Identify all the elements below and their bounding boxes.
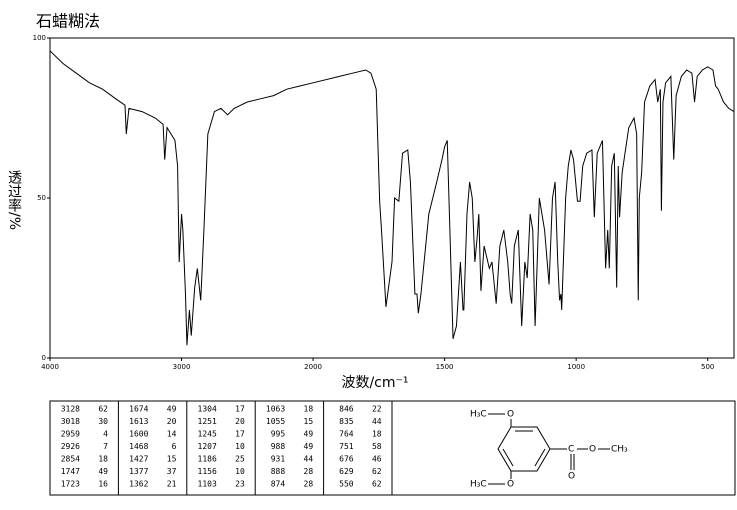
y-tick-label: 50 [37, 194, 46, 202]
peak-transmittance: 17 [235, 430, 245, 439]
peak-transmittance: 62 [98, 405, 108, 414]
ring-double-bond [502, 448, 514, 467]
x-tick-label: 4000 [41, 363, 59, 371]
peak-transmittance: 58 [372, 442, 382, 451]
peak-wavenumber: 874 [271, 480, 286, 489]
atom-label: O [568, 472, 575, 482]
peak-transmittance: 21 [167, 480, 177, 489]
peak-transmittance: 28 [304, 480, 314, 489]
peak-wavenumber: 1304 [198, 405, 217, 414]
peak-wavenumber: 1600 [129, 430, 148, 439]
structure-bonds [488, 413, 610, 485]
peak-wavenumber: 1156 [198, 467, 217, 476]
peak-wavenumber: 3018 [61, 417, 80, 426]
peak-transmittance: 22 [372, 405, 382, 414]
peak-wavenumber: 550 [339, 480, 354, 489]
peak-transmittance: 15 [167, 455, 177, 464]
peak-wavenumber: 1674 [129, 405, 148, 414]
peak-wavenumber: 2854 [61, 455, 80, 464]
peak-wavenumber: 1362 [129, 480, 148, 489]
peak-transmittance: 44 [372, 417, 382, 426]
peak-wavenumber: 1063 [266, 405, 285, 414]
peak-transmittance: 62 [372, 467, 382, 476]
peak-wavenumber: 1468 [129, 442, 148, 451]
peak-wavenumber: 3128 [61, 405, 80, 414]
peak-transmittance: 25 [235, 455, 245, 464]
peak-wavenumber: 1251 [198, 417, 217, 426]
peak-transmittance: 15 [304, 417, 314, 426]
peak-transmittance: 18 [98, 455, 108, 464]
peak-transmittance: 10 [235, 442, 245, 451]
atom-label: O [589, 445, 596, 455]
spectrum-line [49, 50, 735, 346]
ring-double-bond [534, 448, 546, 467]
y-tick-label: 100 [33, 34, 46, 42]
peak-transmittance: 62 [372, 480, 382, 489]
x-tick-label: 2000 [304, 363, 322, 371]
peak-transmittance: 10 [235, 467, 245, 476]
peak-transmittance: 14 [167, 430, 177, 439]
benzene-ring [497, 426, 551, 472]
x-axis-label: 波数/cm⁻¹ [341, 375, 408, 391]
peak-transmittance: 18 [372, 430, 382, 439]
peak-wavenumber: 1747 [61, 467, 80, 476]
peak-wavenumber: 931 [271, 455, 286, 464]
chart-title: 石蜡糊法 [36, 12, 100, 31]
atom-label: O [507, 410, 514, 420]
peak-transmittance: 7 [103, 442, 108, 451]
x-tick-label: 3000 [173, 363, 191, 371]
peak-transmittance: 23 [235, 480, 245, 489]
peak-transmittance: 16 [98, 480, 108, 489]
peak-wavenumber: 751 [339, 442, 354, 451]
peak-transmittance: 20 [167, 417, 177, 426]
peak-wavenumber: 2926 [61, 442, 80, 451]
peak-wavenumber: 1207 [198, 442, 217, 451]
atom-label: CH₃ [611, 445, 628, 455]
peak-wavenumber: 988 [271, 442, 286, 451]
y-axis-label: 透过率/% [6, 170, 22, 230]
y-tick-label: 0 [42, 354, 46, 362]
peak-transmittance: 17 [235, 405, 245, 414]
x-tick-label: 1000 [567, 363, 585, 371]
peak-wavenumber: 629 [339, 467, 354, 476]
peak-transmittance: 44 [304, 455, 314, 464]
peak-wavenumber: 1613 [129, 417, 148, 426]
peak-transmittance: 49 [167, 405, 177, 414]
peak-wavenumber: 1427 [129, 455, 148, 464]
x-tick-label: 1500 [436, 363, 454, 371]
peak-wavenumber: 764 [339, 430, 354, 439]
peak-transmittance: 30 [98, 417, 108, 426]
peak-wavenumber: 1103 [198, 480, 217, 489]
peak-wavenumber: 1723 [61, 480, 80, 489]
peak-transmittance: 49 [304, 430, 314, 439]
peak-transmittance: 49 [304, 442, 314, 451]
atom-label: O [507, 480, 514, 490]
atom-label: H₃C [470, 410, 487, 420]
peak-transmittance: 4 [103, 430, 108, 439]
atom-label: C [568, 445, 574, 455]
peak-wavenumber: 835 [339, 417, 354, 426]
peak-wavenumber: 1377 [129, 467, 148, 476]
peak-transmittance: 20 [235, 417, 245, 426]
peak-wavenumber: 1055 [266, 417, 285, 426]
peak-transmittance: 6 [172, 442, 177, 451]
peak-wavenumber: 2959 [61, 430, 80, 439]
peak-wavenumber: 1186 [198, 455, 217, 464]
atom-label: H₃C [470, 480, 487, 490]
peak-transmittance: 37 [167, 467, 177, 476]
peak-wavenumber: 995 [271, 430, 286, 439]
plot-frame [49, 37, 735, 359]
peak-wavenumber: 888 [271, 467, 286, 476]
peak-wavenumber: 676 [339, 455, 354, 464]
peak-transmittance: 28 [304, 467, 314, 476]
peak-transmittance: 49 [98, 467, 108, 476]
peak-wavenumber: 846 [339, 405, 354, 414]
peak-wavenumber: 1245 [198, 430, 217, 439]
x-tick-label: 500 [701, 363, 714, 371]
peak-transmittance: 46 [372, 455, 382, 464]
peak-transmittance: 18 [304, 405, 314, 414]
